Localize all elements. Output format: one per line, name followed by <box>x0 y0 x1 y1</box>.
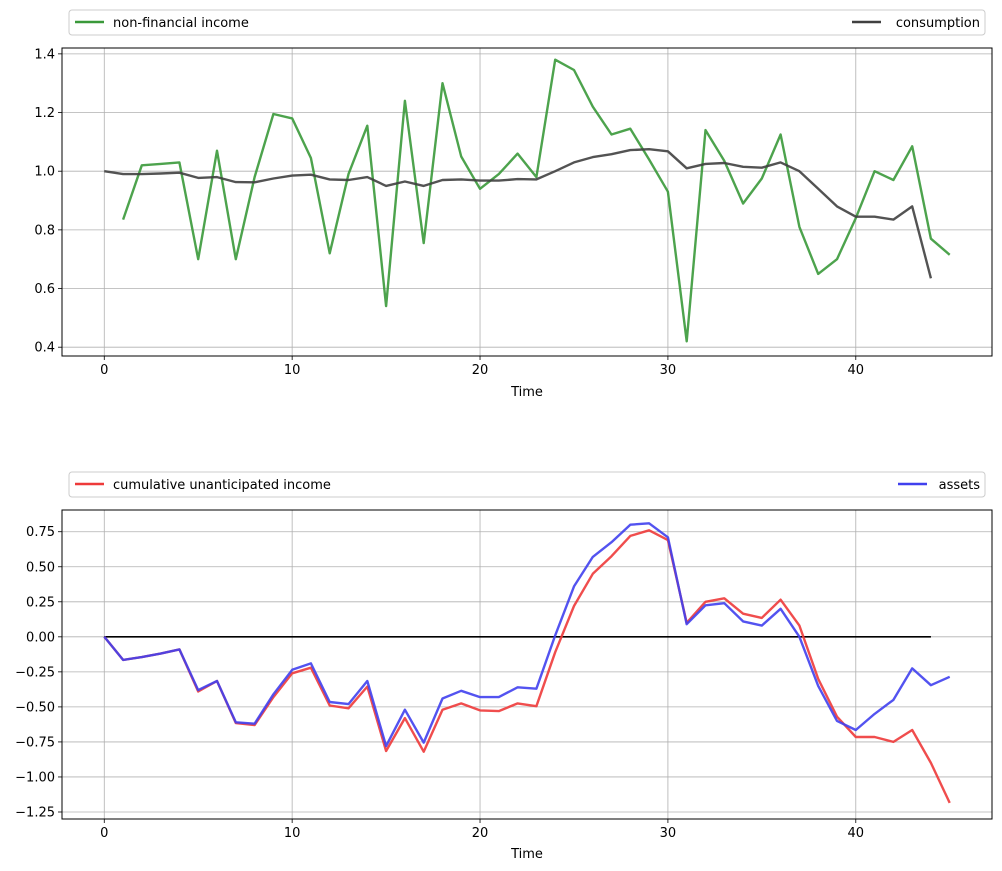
x-tick-label: 40 <box>848 826 865 841</box>
series-line-non-financial-income <box>121 58 951 343</box>
x-tick-label: 30 <box>660 363 677 378</box>
y-tick-label: −0.25 <box>15 665 55 680</box>
y-tick-label: 1.4 <box>34 47 55 62</box>
legend: cumulative unanticipated income assets <box>68 471 986 498</box>
y-tick-label: −0.50 <box>15 700 55 715</box>
axes-frame <box>61 509 993 820</box>
y-tick-label: 0.50 <box>26 560 55 575</box>
y-tick-label: −1.00 <box>15 770 55 785</box>
series-line-consumption <box>104 147 933 279</box>
grid <box>62 48 992 356</box>
legend-label-assets: assets <box>939 478 981 493</box>
x-axis: 0 10 20 30 40 <box>100 356 864 378</box>
y-tick-label: 0.25 <box>26 595 55 610</box>
x-axis-label: Time <box>510 847 543 862</box>
y-tick-label: 0.75 <box>26 525 55 540</box>
x-tick-label: 10 <box>284 363 301 378</box>
series-layer <box>103 522 951 804</box>
x-tick-label: 20 <box>472 363 489 378</box>
series-line-assets <box>103 522 951 748</box>
cumulative-income-assets-chart: cumulative unanticipated income assets 0… <box>15 471 993 862</box>
legend-label-income: non-financial income <box>113 16 249 31</box>
y-tick-label: 0.4 <box>34 341 55 356</box>
y-axis: −1.25 −1.00 −0.75 −0.50 −0.25 0.00 0.25 0.50 0.7… <box>15 525 62 820</box>
legend-frame <box>68 9 986 36</box>
x-tick-label: 10 <box>284 826 301 841</box>
legend-frame <box>68 471 986 498</box>
legend: non-financial income consumption <box>68 9 986 36</box>
x-axis-label: Time <box>510 385 543 400</box>
y-tick-label: 0.8 <box>34 223 55 238</box>
series-layer <box>104 58 951 343</box>
y-tick-label: −1.25 <box>15 805 55 820</box>
legend-label-cumulative-income: cumulative unanticipated income <box>113 478 331 493</box>
y-tick-label: 1.2 <box>34 106 55 121</box>
axes-frame <box>61 47 993 357</box>
y-tick-label: 1.0 <box>34 165 55 180</box>
x-tick-label: 30 <box>660 826 677 841</box>
x-tick-label: 0 <box>100 826 108 841</box>
x-tick-label: 40 <box>848 363 865 378</box>
y-tick-label: −0.75 <box>15 735 55 750</box>
income-consumption-chart: non-financial income consumption 0 10 20 30… <box>34 9 993 400</box>
x-tick-label: 20 <box>472 826 489 841</box>
x-axis: 0 10 20 30 40 <box>100 819 864 841</box>
x-tick-label: 0 <box>100 363 108 378</box>
y-axis: 0.4 0.6 0.8 1.0 1.2 1.4 <box>34 47 62 356</box>
legend-label-consumption: consumption <box>896 16 980 31</box>
y-tick-label: 0.6 <box>34 282 55 297</box>
y-tick-label: 0.00 <box>26 630 55 645</box>
